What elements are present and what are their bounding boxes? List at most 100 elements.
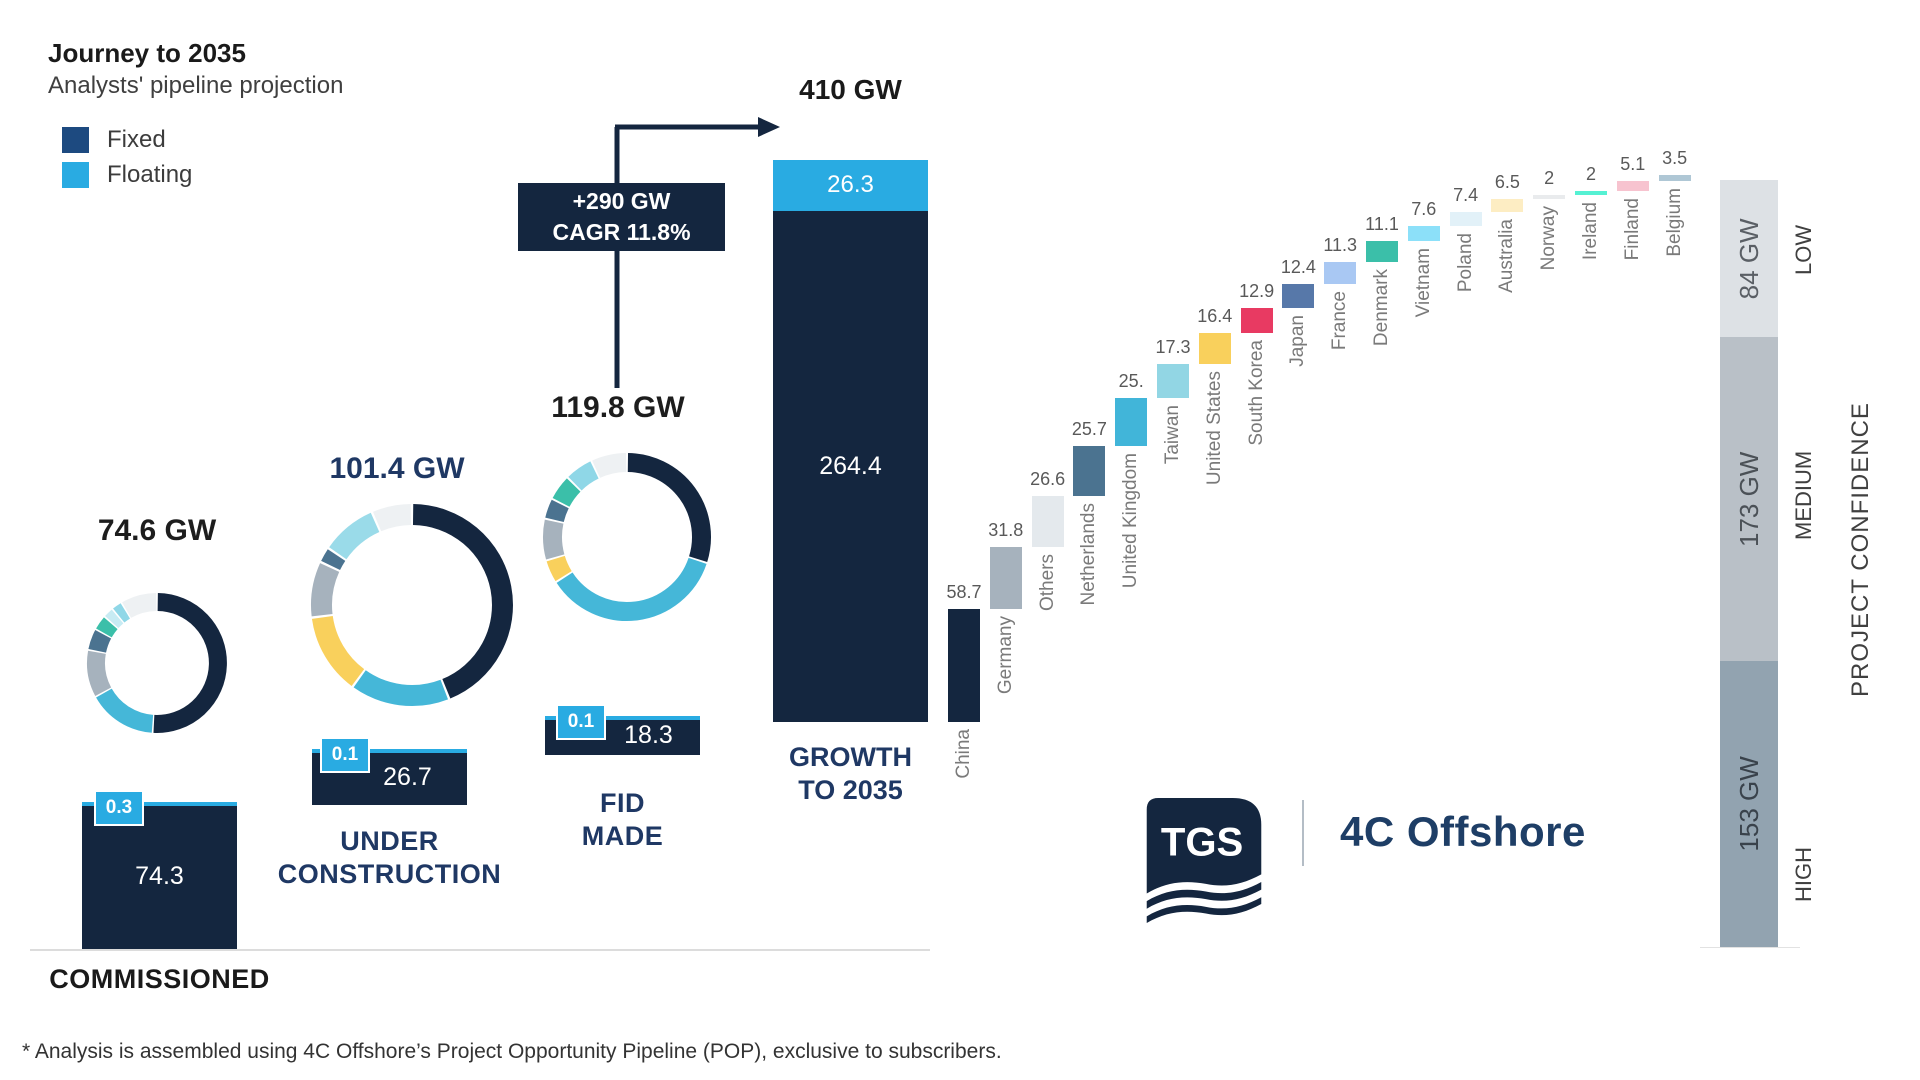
stage-name-under-construction-line1: CONSTRUCTION <box>277 859 502 889</box>
tgs-logo-text: TGS <box>1161 820 1243 864</box>
stage-donut-under-construction-segment-2 <box>311 615 365 686</box>
stage-bar-floating-under-construction <box>312 749 467 754</box>
growth-floating-value: 26.3 <box>827 170 874 198</box>
waterfall-label-finland: Finland <box>1621 198 1643 261</box>
stage-bar-floating-fid-made <box>545 715 700 720</box>
stage-bar-fixed-value-fid-made: 18.3 <box>624 721 673 750</box>
waterfall-bar-taiwan <box>1157 364 1189 398</box>
stage-donut-commissioned-segment-6 <box>113 603 131 623</box>
waterfall-value-vietnam: 7.6 <box>1411 198 1437 219</box>
stage-name-fid-made-line1: MADE <box>581 821 664 851</box>
confidence-value-low: 84 GW <box>1734 218 1764 300</box>
stage-bar-fixed-value-under-construction: 26.7 <box>383 763 432 792</box>
waterfall-value-netherlands: 25.7 <box>1071 419 1107 440</box>
stage-name-commissioned-line0: COMMISSIONED <box>49 964 270 994</box>
legend-row-fixed: Fixed <box>62 126 192 154</box>
growth-name-line0: GROWTH <box>789 742 912 772</box>
waterfall-label-ireland: Ireland <box>1580 202 1601 261</box>
waterfall-label-netherlands: Netherlands <box>1078 502 1100 606</box>
stage-donut-commissioned-segment-7 <box>122 593 157 619</box>
waterfall-label-france: France <box>1329 290 1351 350</box>
waterfall-label-taiwan: Taiwan <box>1162 404 1183 464</box>
growth-bar-fixed <box>773 211 928 722</box>
stage-name-under-construction-line0: UNDER <box>340 826 439 856</box>
waterfall-bar-united-kingdom <box>1115 397 1148 447</box>
waterfall-bar-vietnam <box>1407 225 1440 241</box>
fixed-swatch <box>62 127 89 153</box>
waterfall-value-finland: 5.1 <box>1620 154 1646 175</box>
confidence-value-medium: 173 GW <box>1734 451 1764 548</box>
stage-donut-fid-made-segment-3 <box>543 519 565 560</box>
growth-callout: +290 GW CAGR 11.8% <box>518 183 725 251</box>
confidence-segment-medium <box>1720 337 1778 662</box>
confidence-segment-high <box>1720 661 1778 948</box>
legend: Fixed Floating <box>62 126 192 196</box>
stage-donut-commissioned-segment-0 <box>153 593 227 733</box>
stage-donut-under-construction-segment-5 <box>329 512 380 560</box>
page-subtitle: Analysts' pipeline projection <box>48 72 344 99</box>
waterfall-value-japan: 12.4 <box>1280 256 1316 277</box>
growth-arrow <box>614 117 780 388</box>
confidence-value-high: 153 GW <box>1734 756 1764 853</box>
stage-donut-under-construction-segment-1 <box>353 670 449 706</box>
stage-bar-floating-tag-fid-made: 0.1 <box>558 705 604 738</box>
stage-donut-fid-made-segment-4 <box>545 499 569 523</box>
waterfall-bar-netherlands <box>1073 446 1106 496</box>
growth-total-label: 410 GW <box>799 74 902 105</box>
waterfall-bar-japan <box>1282 283 1315 308</box>
waterfall-bar-france <box>1324 261 1357 284</box>
legend-row-floating: Floating <box>62 161 192 189</box>
floating-swatch <box>62 162 89 188</box>
confidence-axis-title: PROJECT CONFIDENCE <box>1847 402 1874 698</box>
confidence-baseline <box>1700 947 1800 948</box>
left-axis-baseline <box>30 949 930 951</box>
waterfall-label-others: Others <box>1036 554 1058 612</box>
stage-donut-fid-made-segment-5 <box>552 478 581 508</box>
stage-name-fid-made-line0: FID <box>600 788 645 818</box>
stage-donut-fid-made-segment-0 <box>627 453 711 562</box>
stage-bar-floating-commissioned <box>82 802 237 807</box>
confidence-label-medium: MEDIUM <box>1791 450 1816 540</box>
legend-floating-label: Floating <box>107 161 193 188</box>
waterfall-value-belgium: 3.5 <box>1662 147 1688 168</box>
waterfall-label-united-states: United States <box>1203 371 1225 486</box>
stage-donut-under-construction-segment-3 <box>311 563 340 617</box>
waterfall-value-others: 26.6 <box>1030 468 1066 489</box>
stage-total-commissioned: 74.6 GW <box>97 514 217 547</box>
stage-donut-under-construction-segment-0 <box>412 504 513 699</box>
waterfall-bar-others <box>1031 495 1064 548</box>
tgs-logo: TGS <box>1146 798 1262 924</box>
stage-bar-fixed-commissioned <box>82 806 237 950</box>
stage-donut-commissioned-segment-3 <box>88 630 112 653</box>
waterfall-bar-belgium <box>1658 174 1691 182</box>
stage-donut-commissioned-segment-4 <box>96 617 118 638</box>
waterfall-label-china: China <box>953 729 974 779</box>
stage-donut-commissioned-segment-5 <box>105 609 124 629</box>
growth-callout-line0: +290 GW <box>572 188 671 214</box>
stage-donut-fid-made <box>543 453 711 621</box>
waterfall-bar-denmark <box>1366 240 1398 262</box>
stage-donut-commissioned-segment-2 <box>87 650 112 696</box>
growth-callout-line1: CAGR 11.8% <box>552 219 691 245</box>
waterfall-bar-australia <box>1491 199 1524 212</box>
stage-donut-under-construction-segment-6 <box>373 504 412 532</box>
waterfall-value-australia: 6.5 <box>1494 172 1520 192</box>
waterfall-label-germany: Germany <box>994 615 1016 694</box>
growth-bar-floating <box>773 160 928 212</box>
stage-donut-fid-made-segment-1 <box>556 557 707 621</box>
stage-bar-fixed-value-commissioned: 74.3 <box>135 862 184 891</box>
footnote: * Analysis is assembled using 4C Offshor… <box>22 1040 1002 1063</box>
stage-donut-fid-made-segment-2 <box>546 555 572 582</box>
waterfall-label-united-kingdom: United Kingdom <box>1120 453 1142 589</box>
waterfall-bar-germany <box>989 547 1022 609</box>
waterfall-value-denmark: 11.1 <box>1365 213 1399 234</box>
growth-fixed-value: 264.4 <box>819 451 882 480</box>
waterfall-bar-finland <box>1616 181 1649 192</box>
waterfall-value-germany: 31.8 <box>988 520 1024 541</box>
waterfall-value-united-states: 16.4 <box>1197 305 1233 326</box>
waterfall-bar-south-korea <box>1240 307 1273 333</box>
waterfall-value-china: 58.7 <box>946 581 982 602</box>
waterfall-bar-poland <box>1449 211 1482 226</box>
